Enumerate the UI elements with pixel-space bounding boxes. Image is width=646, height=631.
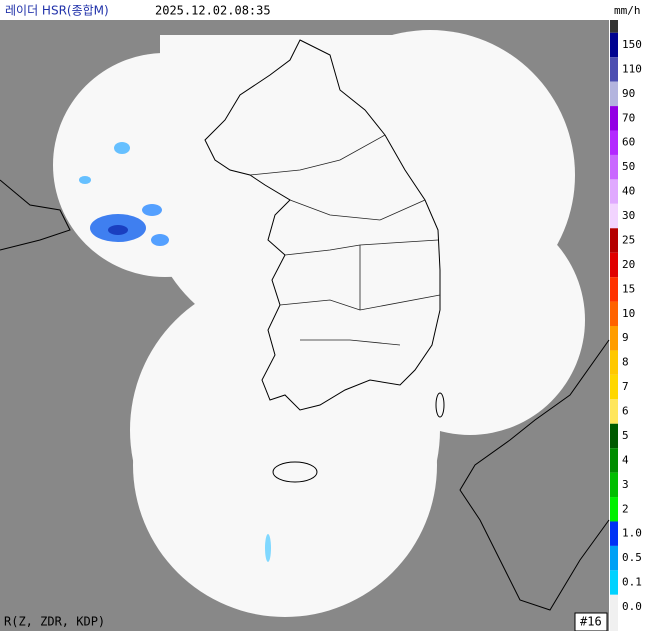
legend-label: 150: [622, 38, 642, 51]
legend-swatch: [610, 326, 618, 351]
province-borders: [249, 134, 441, 346]
legend-swatch: [610, 130, 618, 155]
badge: #16: [580, 615, 602, 629]
timestamp: 2025.12.02.08:35: [155, 4, 271, 18]
legend-label: 0.0: [622, 600, 642, 613]
legend-swatch: [610, 32, 618, 58]
legend-label: 70: [622, 111, 635, 124]
legend-label: 5: [622, 429, 629, 442]
legend-top-swatch: [610, 20, 618, 33]
legend-swatch: [610, 374, 618, 400]
japan-coast: [459, 339, 610, 611]
legend-label: 20: [622, 258, 635, 271]
legend-label: 110: [622, 62, 642, 75]
legend-label: 7: [622, 380, 629, 393]
legend-label: 0.1: [622, 576, 642, 589]
unit: mm/h: [614, 4, 641, 17]
legend: 150 110 90 70 60 50 40 30 25 20 15 10 9 8 7 6 5 4 3 2 1.0 0.5…: [610, 20, 642, 631]
legend-label: 2: [622, 502, 629, 515]
legend-label: 9: [622, 331, 629, 344]
rain-echo: [79, 142, 271, 562]
legend-swatch: [610, 228, 618, 253]
legend-label: 60: [622, 136, 635, 149]
island: [435, 392, 445, 418]
legend-swatch: [610, 350, 618, 375]
legend-swatch: [610, 545, 618, 571]
legend-swatch: [610, 252, 618, 278]
legend-label: 8: [622, 356, 629, 369]
china-coast: [0, 179, 71, 251]
jeju: [272, 461, 318, 483]
legend-swatch: [610, 277, 618, 302]
legend-swatch: [610, 81, 618, 107]
legend-label: 6: [622, 405, 629, 418]
legend-swatch: [610, 423, 618, 449]
legend-label: 3: [622, 478, 629, 491]
legend-swatch: [610, 521, 618, 546]
legend-swatch: [610, 448, 618, 473]
coverage: [53, 30, 585, 617]
legend-swatch: [610, 594, 618, 631]
legend-label: 90: [622, 87, 635, 100]
legend-label: 15: [622, 282, 635, 295]
legend-label: 25: [622, 233, 635, 246]
legend-swatch: [610, 203, 618, 229]
map: #16 R(Z, ZDR, KDP): [0, 20, 610, 631]
legend-swatch: [610, 399, 618, 424]
legend-swatch: [610, 497, 618, 522]
legend-swatch: [610, 154, 618, 180]
legend-label: 1.0: [622, 527, 642, 540]
legend-swatch: [610, 106, 618, 131]
legend-swatch: [610, 570, 618, 595]
legend-label: 0.5: [622, 551, 642, 564]
legend-label: 50: [622, 160, 635, 173]
legend-swatch: [610, 179, 618, 204]
method: R(Z, ZDR, KDP): [4, 615, 105, 629]
legend-label: 10: [622, 307, 635, 320]
title: 레이더 HSR(종합M): [5, 4, 109, 18]
legend-label: 4: [622, 453, 629, 466]
legend-label: 40: [622, 185, 635, 198]
legend-swatch: [610, 472, 618, 498]
legend-label: 30: [622, 209, 635, 222]
badge-box: [574, 612, 608, 631]
coastline: [204, 39, 441, 411]
legend-swatch: [610, 57, 618, 82]
legend-swatch: [610, 301, 618, 326]
